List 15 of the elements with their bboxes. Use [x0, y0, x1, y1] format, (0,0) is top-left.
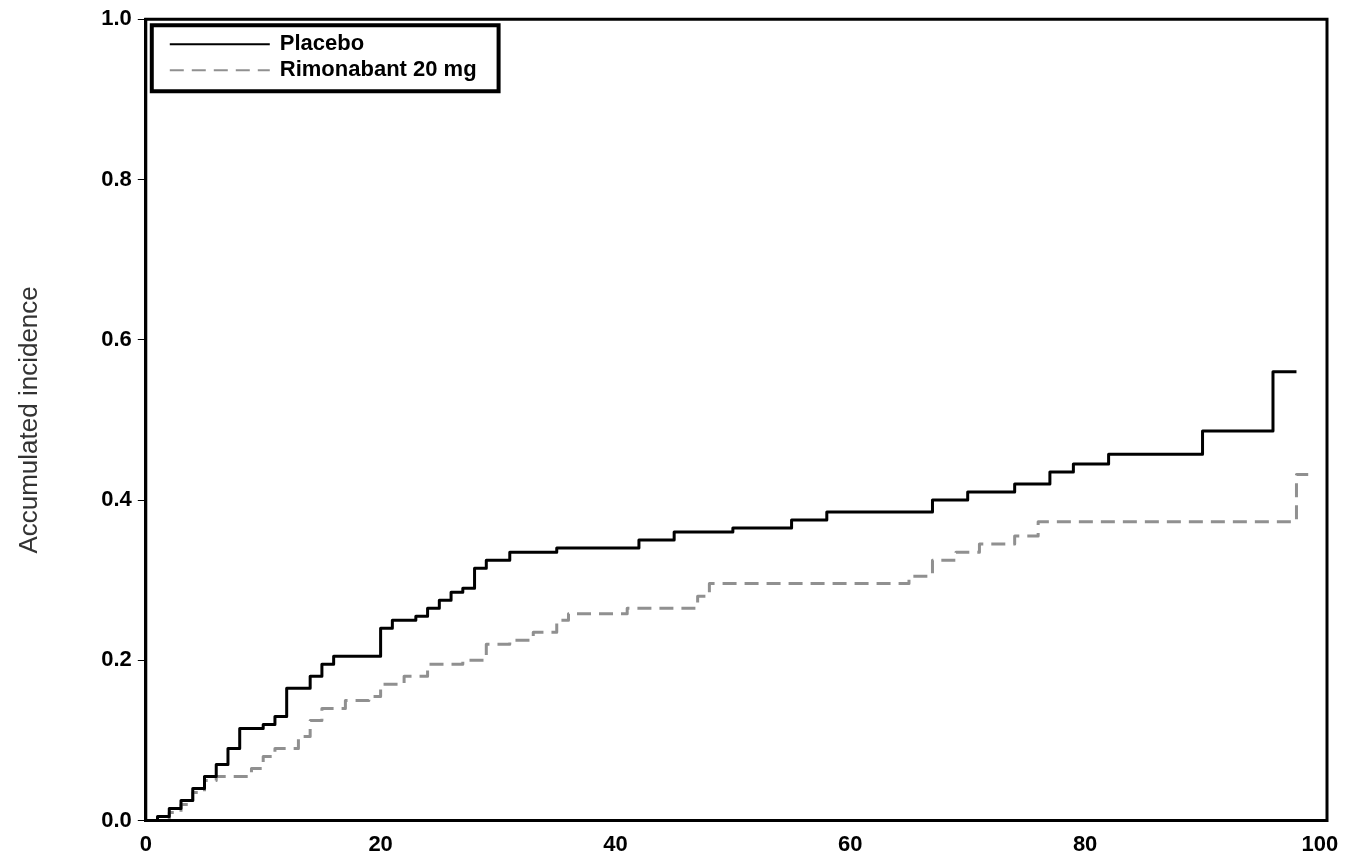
y-tick-label: 0.8	[101, 165, 132, 191]
y-axis-title: Accumulated incidence	[12, 286, 43, 554]
x-tick-label: 0	[139, 830, 152, 856]
legend-label: Placebo	[279, 30, 365, 56]
y-tick-label: 0.6	[101, 325, 132, 351]
x-tick-label: 80	[1072, 830, 1098, 856]
y-tick-label: 0.4	[101, 486, 133, 512]
x-tick-label: 100	[1301, 830, 1339, 856]
x-tick-label: 20	[368, 830, 393, 856]
y-tick-label: 0.0	[101, 806, 132, 832]
x-tick-label: 40	[603, 830, 628, 856]
x-tick-label: 60	[838, 830, 863, 856]
legend-label: Rimonabant 20 mg	[279, 56, 477, 82]
y-tick-label: 0.2	[101, 646, 132, 672]
y-tick-label: 1.0	[101, 5, 132, 31]
